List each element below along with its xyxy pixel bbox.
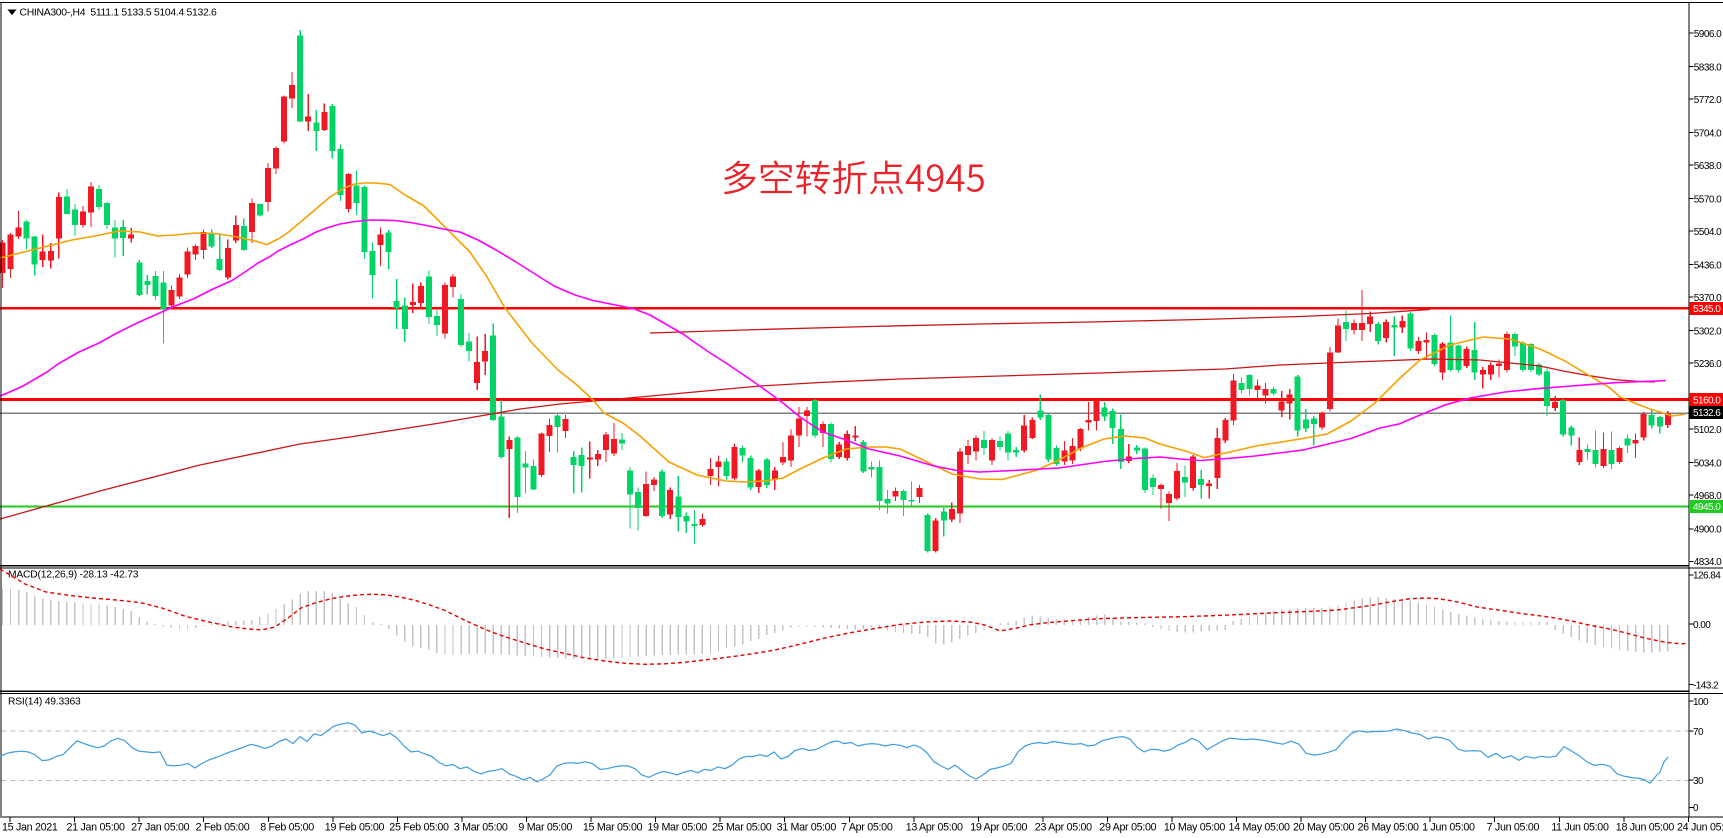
svg-text:3 Mar 05:00: 3 Mar 05:00 <box>454 822 508 834</box>
svg-text:5436.0: 5436.0 <box>1694 260 1722 271</box>
svg-text:20 May 05:00: 20 May 05:00 <box>1293 822 1355 834</box>
svg-text:4900.0: 4900.0 <box>1694 525 1722 536</box>
svg-text:25 Mar 05:00: 25 Mar 05:00 <box>712 822 772 834</box>
svg-text:8 Feb 05:00: 8 Feb 05:00 <box>260 822 314 834</box>
svg-text:CHINA300-,H4 5111.1 5133.5 51: CHINA300-,H4 5111.1 5133.5 5104.4 5132.6 <box>20 7 218 18</box>
svg-text:5704.0: 5704.0 <box>1694 128 1722 139</box>
svg-text:100: 100 <box>1693 697 1709 708</box>
svg-text:5236.0: 5236.0 <box>1694 359 1722 370</box>
svg-text:4834.0: 4834.0 <box>1694 557 1722 568</box>
svg-text:0.00: 0.00 <box>1693 620 1711 631</box>
svg-text:19 Mar 05:00: 19 Mar 05:00 <box>648 822 708 834</box>
svg-text:126.84: 126.84 <box>1693 571 1721 582</box>
svg-text:5570.0: 5570.0 <box>1694 194 1722 205</box>
svg-text:5906.0: 5906.0 <box>1694 29 1722 40</box>
svg-text:4945.0: 4945.0 <box>1693 502 1721 513</box>
svg-text:26 May 05:00: 26 May 05:00 <box>1358 822 1420 834</box>
svg-text:13 Apr 05:00: 13 Apr 05:00 <box>906 822 963 834</box>
svg-text:14 May 05:00: 14 May 05:00 <box>1229 822 1291 834</box>
svg-text:23 Apr 05:00: 23 Apr 05:00 <box>1035 822 1092 834</box>
svg-text:7 Apr 05:00: 7 Apr 05:00 <box>841 822 893 834</box>
svg-text:19 Apr 05:00: 19 Apr 05:00 <box>970 822 1027 834</box>
svg-text:5370.0: 5370.0 <box>1694 293 1722 304</box>
svg-text:MACD(12,26,9) -28.13 -42.73: MACD(12,26,9) -28.13 -42.73 <box>8 570 139 581</box>
svg-text:1 Jun 05:00: 1 Jun 05:00 <box>1422 822 1475 834</box>
svg-text:5160.0: 5160.0 <box>1693 395 1721 406</box>
svg-text:9 Mar 05:00: 9 Mar 05:00 <box>518 822 572 834</box>
svg-text:5772.0: 5772.0 <box>1694 95 1722 106</box>
svg-text:31 Mar 05:00: 31 Mar 05:00 <box>777 822 837 834</box>
svg-text:5345.0: 5345.0 <box>1693 304 1721 315</box>
svg-text:30: 30 <box>1693 776 1704 787</box>
svg-text:29 Apr 05:00: 29 Apr 05:00 <box>1099 822 1156 834</box>
svg-text:5102.0: 5102.0 <box>1694 425 1722 436</box>
svg-text:0: 0 <box>1693 803 1699 814</box>
svg-text:21 Jan 05:00: 21 Jan 05:00 <box>67 822 126 834</box>
svg-text:5034.0: 5034.0 <box>1694 459 1722 470</box>
svg-text:5132.6: 5132.6 <box>1693 408 1721 419</box>
svg-text:15 Jan 2021: 15 Jan 2021 <box>2 822 58 834</box>
svg-text:2 Feb 05:00: 2 Feb 05:00 <box>196 822 250 834</box>
svg-text:5504.0: 5504.0 <box>1694 227 1722 238</box>
svg-text:RSI(14) 49.3363: RSI(14) 49.3363 <box>8 697 81 708</box>
svg-text:7 Jun 05:00: 7 Jun 05:00 <box>1487 822 1540 834</box>
svg-text:24 Jun 05:00: 24 Jun 05:00 <box>1677 822 1723 834</box>
svg-text:19 Feb 05:00: 19 Feb 05:00 <box>325 822 385 834</box>
svg-text:10 May 05:00: 10 May 05:00 <box>1164 822 1226 834</box>
svg-text:15 Mar 05:00: 15 Mar 05:00 <box>583 822 643 834</box>
svg-text:5638.0: 5638.0 <box>1694 161 1722 172</box>
svg-text:4968.0: 4968.0 <box>1694 491 1722 502</box>
svg-text:27 Jan 05:00: 27 Jan 05:00 <box>131 822 190 834</box>
svg-text:11 Jun 05:00: 11 Jun 05:00 <box>1551 822 1609 834</box>
svg-text:25 Feb 05:00: 25 Feb 05:00 <box>389 822 449 834</box>
svg-text:70: 70 <box>1693 727 1704 738</box>
svg-text:5838.0: 5838.0 <box>1694 62 1722 73</box>
svg-text:18 Jun 05:00: 18 Jun 05:00 <box>1616 822 1675 834</box>
svg-text:5302.0: 5302.0 <box>1694 327 1722 338</box>
svg-text:-143.2: -143.2 <box>1693 680 1719 691</box>
